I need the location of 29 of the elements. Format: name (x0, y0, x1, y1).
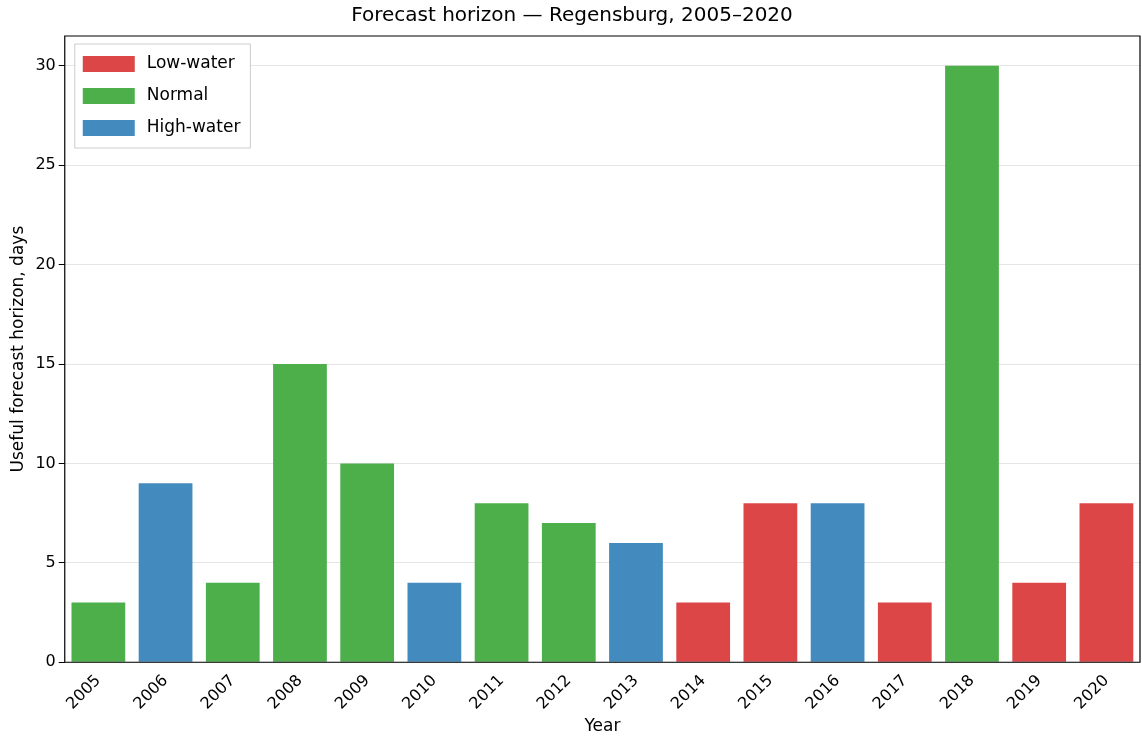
bar (945, 65, 999, 662)
x-axis-title: Year (583, 715, 621, 736)
bar (205, 582, 260, 662)
bar (1079, 503, 1134, 662)
y-tick-label: 25 (35, 154, 56, 174)
bar (877, 602, 932, 662)
chart-title: Forecast horizon — Regensburg, 2005–2020 (351, 2, 793, 27)
bar (71, 602, 126, 662)
bar (676, 602, 731, 662)
legend-label: Low-water (146, 52, 235, 73)
y-tick-label: 20 (35, 253, 56, 273)
bar (609, 542, 663, 662)
y-axis-title: Useful forecast horizon, days (6, 225, 27, 473)
bar (810, 503, 865, 662)
y-tick-label: 30 (35, 54, 56, 74)
bar (138, 483, 193, 662)
y-tick-label: 5 (45, 551, 56, 571)
y-tick-label: 15 (35, 353, 56, 373)
bar (474, 503, 529, 662)
bar (273, 364, 327, 662)
y-tick-label: 0 (45, 651, 56, 671)
bar (743, 503, 798, 662)
bar (340, 463, 395, 662)
bar (541, 523, 596, 662)
legend-label: Normal (146, 84, 209, 105)
y-tick-label: 10 (35, 452, 56, 472)
bar (407, 582, 462, 662)
legend-label: High-water (146, 116, 241, 137)
bar (1012, 582, 1067, 662)
